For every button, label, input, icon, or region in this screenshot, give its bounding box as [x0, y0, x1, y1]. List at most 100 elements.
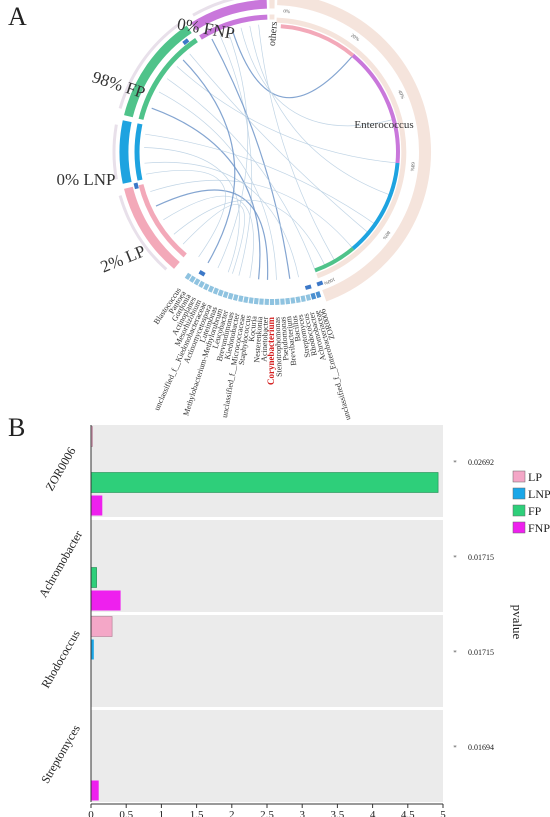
genus-marker-zor0006 — [315, 291, 322, 299]
pvalue-marker: * — [453, 744, 457, 752]
group-arc-inner-enterococcus — [276, 17, 407, 279]
genus-marker-actinoplanes — [198, 280, 205, 289]
group-label-2-lp: 2% LP — [98, 241, 148, 276]
x-tick-label: 2.5 — [260, 809, 274, 817]
bar-rhodococcus-lp — [90, 616, 113, 637]
bar-streptomyces-fnp — [91, 780, 99, 801]
category-label-zor0006: ZOR0006 — [42, 445, 78, 494]
genus-marker-pantoea — [189, 275, 196, 283]
legend-swatch-lnp — [512, 487, 526, 500]
group-label-0-fnp: 0% FNP — [176, 14, 237, 43]
bar-achromobacter-fnp — [91, 590, 121, 611]
genus-marker-achromobacter — [305, 294, 312, 301]
group-outer-rim — [112, 124, 118, 180]
genus-label-bacillus: Bacillus — [290, 315, 303, 342]
chord-link — [158, 91, 277, 280]
x-tick-label: 3.5 — [331, 809, 345, 817]
group-arc-outer-2-lp — [124, 186, 180, 269]
pvalue-zor0006: 0.02692 — [468, 458, 494, 467]
genus-marker-kiedonobacter — [238, 295, 244, 303]
legend-swatch-fp — [512, 504, 526, 517]
chord-link — [240, 27, 396, 127]
x-tick-label: 1 — [159, 809, 165, 817]
percent-tick-label: 0% — [283, 9, 290, 15]
legend-swatch-fnp — [512, 521, 526, 534]
genus-marker-unclassified-f-kiedonobacteraceae — [207, 285, 215, 293]
category-label-achromobacter: Achromobacter — [36, 528, 85, 600]
genus-marker-gordonia — [193, 278, 201, 286]
chord-link — [189, 53, 371, 235]
chord-link — [150, 179, 355, 251]
legend-label-fp: FP — [528, 504, 542, 518]
category-label-rhodococcus: Rhodococcus — [38, 627, 83, 690]
chord-link — [145, 170, 226, 258]
bars — [90, 426, 439, 801]
chord-link — [144, 161, 299, 278]
legend-label-lp: LP — [528, 470, 542, 484]
chord-link — [163, 195, 254, 279]
bar-zor0006-fp — [90, 472, 439, 493]
legend-label-lnp: LNP — [528, 487, 550, 501]
genus-marker-kocuria — [253, 297, 259, 305]
percent-ticks: 0% 20% 40% 60% 80% 100% — [283, 9, 415, 285]
mean-proportion-bar-chart: 00.511.522.533.544.55Mean proportion (%)… — [36, 425, 550, 817]
genus-marker-actinomycetospora — [212, 287, 219, 295]
genus-marker-brevundimonas — [232, 294, 239, 301]
category-labels: ZOR0006 Achromobacter Rhodococcus Streptomy… — [36, 445, 85, 786]
genus-label-pseudomonas: Pseudomonas — [278, 316, 290, 361]
chord-link — [151, 107, 261, 280]
x-tick-label: 3 — [299, 809, 305, 817]
composition-stripe — [351, 162, 400, 251]
genus-marker-bacillus — [290, 297, 296, 304]
group-arc-inner-2-lp — [138, 184, 187, 258]
pvalue-marker: * — [453, 459, 457, 467]
genus-label-kocuria: Kocuria — [247, 315, 259, 342]
x-tick-label: 4.5 — [401, 809, 415, 817]
chord-link — [211, 38, 291, 279]
bar-achromobacter-fp — [90, 567, 97, 588]
genus-marker-rhodococcus — [300, 295, 306, 303]
circos-chord-diagram: 0% 20% 40% 60% 80% 100% ZOR0006unclassified_f… — [56, 0, 432, 420]
x-tick-label: 5 — [440, 809, 446, 817]
category-bands — [91, 425, 443, 802]
pvalue-labels: * 0.02692 * 0.01715 * 0.01715 * 0.01694 pvalue — [453, 458, 525, 752]
group-label-0-lnp: 0% LNP — [56, 170, 115, 189]
group-arc-inner-0-lnp — [134, 123, 143, 181]
category-band-rhodococcus — [91, 615, 443, 707]
legend-swatch-lp — [512, 470, 526, 483]
group-arc-inner-0-fnp — [199, 14, 268, 40]
pvalue-achromobacter: 0.01715 — [468, 553, 494, 562]
percent-tick-label: 60% — [409, 162, 415, 172]
group-arc-outer-enterococcus — [277, 0, 432, 302]
composition-stripe — [351, 53, 400, 164]
x-tick-label: 4 — [370, 809, 376, 817]
group-arc-outer-0-fnp — [191, 0, 268, 31]
composition-stripe — [280, 24, 355, 58]
bar-rhodococcus-lnp — [91, 639, 94, 660]
category-label-streptomyces: Streptomyces — [38, 722, 83, 786]
group-label-98-fp: 98% FP — [90, 67, 148, 102]
panel-a-letter: A — [8, 2, 27, 31]
genus-marker-leucobacter — [227, 292, 234, 300]
chord-link — [145, 133, 378, 226]
group-outer-rim — [192, 0, 236, 17]
x-tick-label: 0.5 — [119, 809, 133, 817]
x-tick-label: 1.5 — [190, 809, 204, 817]
panel-b-letter: B — [8, 413, 26, 442]
group-arc-outer-98-fp — [124, 25, 192, 118]
composition-stripe — [314, 246, 355, 273]
accent-mark — [304, 284, 312, 290]
group-outer-rim — [118, 22, 180, 109]
percent-tick-label: 40% — [396, 90, 404, 100]
group-label-others: others — [267, 21, 280, 46]
genus-marker-methylobacterium-methylorubrum — [222, 291, 229, 299]
pvalue-marker: * — [453, 649, 457, 657]
pvalue-marker: * — [453, 554, 457, 562]
x-tick-label: 0 — [88, 809, 94, 817]
chord-link — [249, 25, 393, 197]
chord-link — [166, 78, 317, 273]
accent-mark — [198, 270, 206, 277]
group-outer-rim — [118, 195, 168, 271]
group-arc-outer-0-lnp — [119, 120, 132, 184]
genus-marker-staphylococcus — [248, 297, 254, 304]
